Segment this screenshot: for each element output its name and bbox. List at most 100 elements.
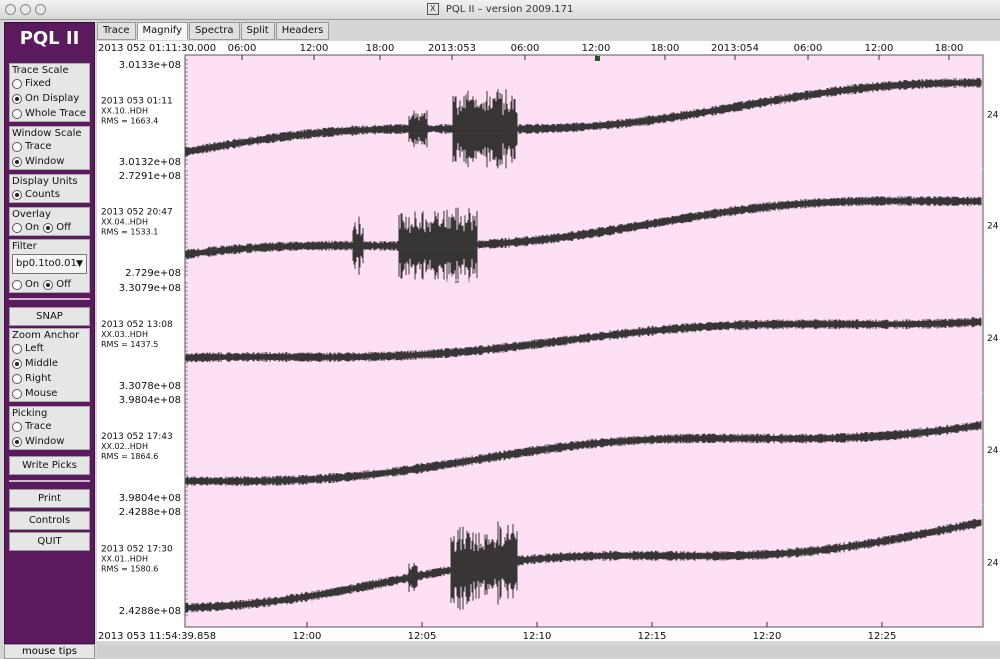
top-axis-tick-label: 18:00 (935, 43, 964, 54)
window-scale-title: Window Scale (12, 128, 82, 139)
trace-start-label: 2013 052 13:08 (101, 320, 173, 330)
radio-icon (12, 78, 22, 89)
radio-icon (12, 279, 22, 290)
trace-scale-whole-trace-radio[interactable]: Whole Trace (10, 106, 89, 121)
trace-scale-on-display-radio[interactable]: On Display (10, 91, 89, 106)
zoom-anchor-group: Zoom Anchor Left Middle Right Mouse (9, 328, 90, 402)
zoom-anchor-left-radio[interactable]: Left (10, 341, 89, 356)
app-logo: PQL II (19, 28, 80, 49)
filter-title: Filter (12, 241, 37, 252)
radio-icon (12, 421, 22, 432)
trace-station-label: XX.02..HDH (101, 442, 148, 451)
top-axis-tick-label: 12:00 (865, 43, 894, 54)
trace-waveform (185, 196, 982, 284)
x11-icon: X (426, 3, 439, 15)
trace-station-label: XX.03..HDH (101, 330, 148, 339)
bottom-axis-tick-label: 12:00 (293, 631, 322, 641)
print-button[interactable]: Print (9, 489, 90, 508)
filter-select-value: bp0.1to0.01 (16, 258, 77, 269)
filter-select[interactable]: bp0.1to0.01 ▼ (12, 254, 87, 274)
overlay-group: Overlay On Off (9, 207, 90, 236)
bottom-axis: 12:00 12:05 12:10 12:15 12:20 12:25 (293, 622, 897, 641)
radio-selected-icon (12, 189, 22, 200)
trace-waveform (185, 519, 982, 613)
trace-station-label: XX.10..HDH (101, 107, 148, 116)
radio-selected-icon (12, 93, 22, 104)
top-axis-tick-label: 06:00 (794, 43, 823, 54)
top-axis-tick-label: 18:00 (366, 43, 395, 54)
zoom-anchor-right-radio[interactable]: Right (10, 371, 89, 386)
tab-magnify[interactable]: Magnify (136, 22, 189, 40)
overlay-off-radio[interactable]: Off (41, 220, 73, 235)
window-scale-window-radio[interactable]: Window (10, 154, 89, 169)
radio-selected-icon (43, 222, 54, 233)
sidebar-divider (9, 298, 90, 300)
tab-headers[interactable]: Headers (275, 22, 330, 40)
tab-split[interactable]: Split (240, 22, 275, 40)
sidebar: PQL II Trace Scale Fixed On Display Whol… (4, 22, 95, 644)
top-axis: 06:00 12:00 18:00 2013:053 06:00 12:00 18:00 20… (228, 43, 964, 60)
overlay-title: Overlay (12, 209, 51, 220)
window-titlebar: X PQL II – version 2009.171 (0, 0, 1000, 20)
trace-station-label: XX.01..HDH (101, 555, 148, 564)
window-marker-icon[interactable] (595, 56, 600, 61)
top-axis-tick-label: 18:00 (651, 43, 680, 54)
bottom-axis-tick-label: 12:25 (868, 631, 897, 641)
picking-trace-radio[interactable]: Trace (10, 419, 89, 434)
radio-selected-icon (12, 156, 22, 167)
top-axis-tick-label: 06:00 (511, 43, 540, 54)
trace-ymax-label: 3.9804e+08 (119, 395, 181, 406)
window-title: PQL II – version 2009.171 (445, 4, 574, 15)
radio-selected-icon (12, 436, 22, 447)
trace-start-label: 2013 052 20:47 (101, 208, 173, 218)
zoom-anchor-title: Zoom Anchor (12, 330, 80, 341)
trace-scale-title: Trace Scale (12, 65, 69, 76)
trace-ymax-label: 2.4288e+08 (119, 507, 181, 518)
bottom-axis-tick-label: 12:20 (753, 631, 782, 641)
minimize-window-button[interactable] (20, 4, 31, 15)
trace-scale-fixed-radio[interactable]: Fixed (10, 76, 89, 91)
horizontal-scrollbar[interactable] (97, 645, 1000, 657)
close-window-button[interactable] (5, 4, 16, 15)
trace-rms-label: RMS = 1437.5 (101, 340, 158, 349)
top-axis-tick-label: 2013:054 (711, 43, 759, 54)
tab-trace[interactable]: Trace (97, 22, 136, 40)
quit-button[interactable]: QUIT (9, 532, 90, 551)
trace-ymin-label: 3.0132e+08 (119, 157, 181, 168)
radio-selected-icon (43, 279, 54, 290)
radio-icon (12, 388, 22, 399)
trace-start-label: 2013 053 01:11 (101, 97, 173, 107)
trace-waveform (185, 420, 982, 487)
trace-station-label: XX.04..HDH (101, 218, 148, 227)
trace-waveform (185, 77, 982, 169)
trace-scale-group: Trace Scale Fixed On Display Whole Trace (9, 63, 90, 122)
picking-group: Picking Trace Window (9, 406, 90, 450)
picking-title: Picking (12, 408, 48, 419)
trace-ymin-label: 2.729e+08 (125, 268, 181, 279)
tab-spectra[interactable]: Spectra (189, 22, 240, 40)
trace-right-label: 24 (987, 222, 999, 232)
snap-button[interactable]: SNAP (9, 307, 90, 326)
bottom-axis-tick-label: 12:10 (523, 631, 552, 641)
trace-right-label: 24 (987, 111, 999, 121)
zoom-anchor-mouse-radio[interactable]: Mouse (10, 386, 89, 401)
window-scale-trace-radio[interactable]: Trace (10, 139, 89, 154)
display-units-title: Display Units (12, 176, 78, 187)
picking-window-radio[interactable]: Window (10, 434, 89, 449)
traces-group: 3.0133e+08 3.0132e+08 2013 053 01:11XX.10.… (101, 59, 999, 617)
radio-icon (12, 141, 22, 152)
filter-off-radio[interactable]: Off (41, 277, 73, 292)
display-units-group: Display Units Counts (9, 174, 90, 203)
trace-right-label: 24 (987, 334, 999, 344)
trace-ymax-label: 3.3079e+08 (119, 283, 181, 294)
zoom-anchor-middle-radio[interactable]: Middle (10, 356, 89, 371)
seismogram-plot[interactable]: 2013 052 01:11:30.000 2013 053 11:54:39.… (97, 41, 1000, 641)
overlay-on-radio[interactable]: On (10, 220, 41, 235)
top-axis-tick-label: 12:00 (582, 43, 611, 54)
write-picks-button[interactable]: Write Picks (9, 456, 90, 475)
display-units-counts-radio[interactable]: Counts (10, 187, 89, 202)
controls-button[interactable]: Controls (9, 511, 90, 530)
maximize-window-button[interactable] (35, 4, 46, 15)
chevron-down-icon: ▼ (76, 259, 83, 269)
filter-on-radio[interactable]: On (10, 277, 41, 292)
